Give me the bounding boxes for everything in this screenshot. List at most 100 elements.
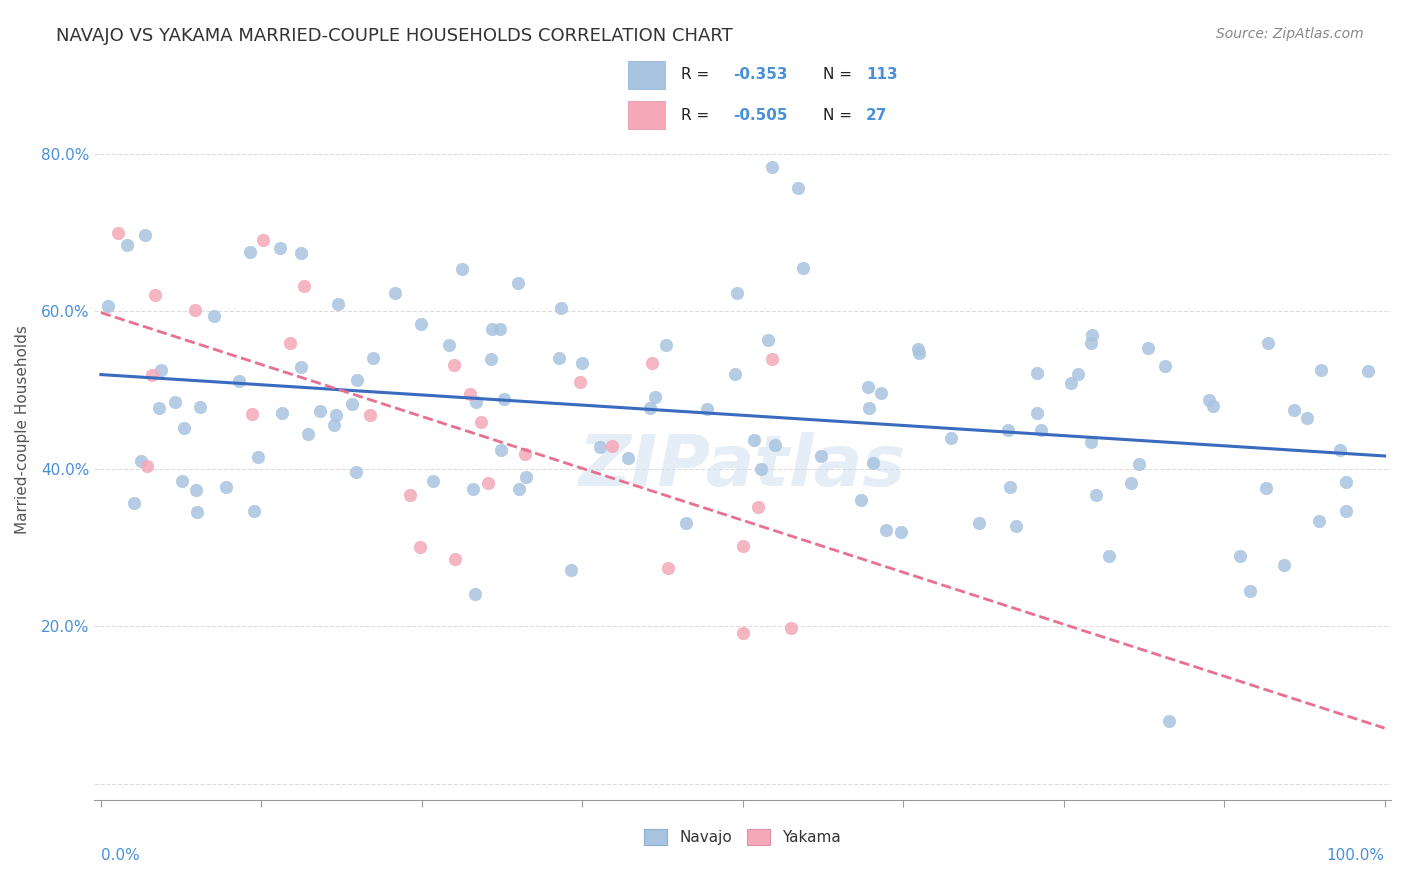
- Point: [1329, 443, 1351, 458]
- Point: [1005, 519, 1028, 533]
- Point: [184, 303, 207, 318]
- Point: [792, 261, 814, 276]
- Point: [508, 483, 530, 497]
- Point: [1198, 392, 1220, 407]
- Point: [481, 351, 503, 366]
- Point: [655, 337, 678, 351]
- Point: [143, 288, 166, 302]
- Point: [409, 541, 432, 555]
- FancyBboxPatch shape: [628, 61, 665, 89]
- Point: [450, 261, 472, 276]
- Point: [763, 438, 786, 452]
- Point: [1080, 435, 1102, 450]
- Point: [589, 440, 612, 454]
- Point: [461, 482, 484, 496]
- Point: [851, 493, 873, 508]
- Point: [290, 360, 312, 375]
- Point: [443, 552, 465, 566]
- Text: 113: 113: [866, 68, 897, 82]
- Point: [246, 450, 269, 464]
- Text: N =: N =: [823, 68, 856, 82]
- Point: [328, 297, 350, 311]
- Point: [399, 488, 422, 502]
- Point: [547, 351, 569, 365]
- Text: R =: R =: [681, 68, 714, 82]
- Point: [1357, 364, 1379, 378]
- Point: [600, 439, 623, 453]
- Point: [122, 496, 145, 510]
- Point: [323, 417, 346, 432]
- Point: [810, 450, 832, 464]
- Point: [477, 476, 499, 491]
- Point: [1272, 558, 1295, 573]
- Point: [1128, 458, 1150, 472]
- Point: [325, 408, 347, 422]
- Point: [172, 474, 194, 488]
- Point: [747, 500, 769, 514]
- Point: [761, 160, 783, 174]
- Point: [97, 300, 120, 314]
- Point: [342, 397, 364, 411]
- Point: [890, 525, 912, 540]
- Point: [280, 335, 302, 350]
- Point: [1334, 475, 1357, 490]
- Point: [1257, 335, 1279, 350]
- Point: [292, 279, 315, 293]
- Text: 0.0%: 0.0%: [101, 847, 139, 863]
- Point: [1202, 399, 1225, 413]
- Point: [1084, 487, 1107, 501]
- Point: [869, 386, 891, 401]
- Point: [228, 375, 250, 389]
- Point: [141, 368, 163, 382]
- Point: [384, 285, 406, 300]
- Point: [657, 560, 679, 574]
- Point: [1026, 406, 1049, 420]
- Point: [786, 181, 808, 195]
- Point: [148, 401, 170, 415]
- Point: [269, 241, 291, 255]
- Point: [616, 451, 638, 466]
- Text: -0.505: -0.505: [733, 108, 787, 122]
- Point: [724, 367, 747, 381]
- Point: [117, 238, 139, 252]
- Point: [508, 276, 530, 290]
- Point: [1284, 403, 1306, 417]
- Point: [967, 516, 990, 530]
- Text: Source: ZipAtlas.com: Source: ZipAtlas.com: [1216, 27, 1364, 41]
- Point: [470, 416, 492, 430]
- Point: [204, 310, 226, 324]
- Point: [1098, 549, 1121, 563]
- Point: [409, 318, 432, 332]
- Point: [443, 358, 465, 372]
- Point: [363, 351, 385, 365]
- Point: [129, 454, 152, 468]
- Point: [297, 426, 319, 441]
- Point: [742, 433, 765, 447]
- Point: [941, 432, 963, 446]
- Point: [1080, 336, 1102, 351]
- Point: [1119, 475, 1142, 490]
- Point: [638, 401, 661, 416]
- Point: [188, 400, 211, 414]
- Point: [107, 226, 129, 240]
- Point: [346, 372, 368, 386]
- Point: [1159, 714, 1181, 728]
- Point: [1310, 363, 1333, 377]
- Point: [1308, 514, 1330, 528]
- Point: [165, 394, 187, 409]
- Text: ZIPatlas: ZIPatlas: [579, 432, 907, 501]
- Y-axis label: Married-couple Households: Married-couple Households: [15, 325, 30, 534]
- Point: [1239, 584, 1261, 599]
- Point: [186, 505, 208, 519]
- Point: [308, 403, 330, 417]
- Point: [571, 356, 593, 370]
- Point: [1296, 410, 1319, 425]
- Point: [173, 421, 195, 435]
- Point: [489, 322, 512, 336]
- FancyBboxPatch shape: [628, 101, 665, 129]
- Point: [239, 245, 262, 260]
- Point: [862, 456, 884, 470]
- Point: [240, 407, 263, 421]
- Point: [998, 480, 1021, 494]
- Point: [1060, 376, 1083, 390]
